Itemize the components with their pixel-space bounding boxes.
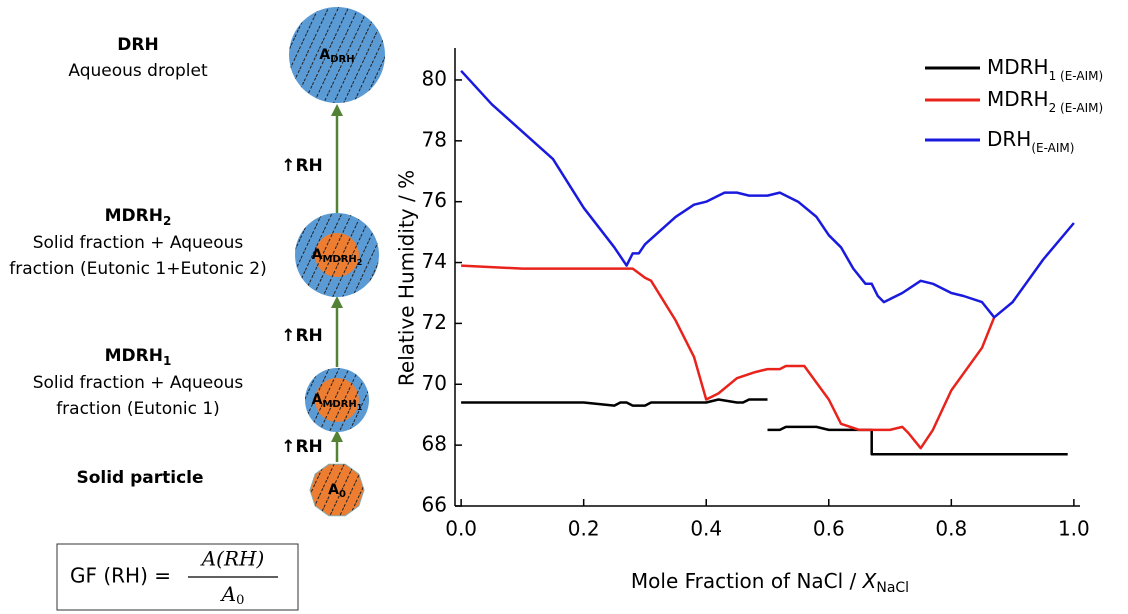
legend-label: DRH(E-AIM) [987,127,1074,155]
x-tick-label: 0.6 [813,517,845,541]
hatch [289,7,385,103]
y-tick-label: 70 [422,371,447,395]
x-tick-label: 0.8 [935,517,967,541]
hatch [305,368,369,432]
y-tick-label: 68 [422,432,447,456]
formula-numerator: A(RH) [200,547,265,571]
diagram: ADRH AMDRH2 AMDRH1 A0 DRH Aqueous drople… [9,7,385,611]
chart: Mole Fraction of NaCl / XNaCl Relative H… [395,48,1103,597]
arrow-label: ↑RH [281,156,323,176]
stage-text: fraction (Eutonic 1+Eutonic 2) [9,259,267,279]
formula-denominator: A0 [220,582,245,608]
area-label: AMDRH1 [312,392,363,412]
arrow-label: ↑RH [281,437,323,457]
x-tick-label: 0.2 [568,517,600,541]
legend-name: DRH [987,127,1031,151]
stage-text: Solid fraction + Aqueous [33,373,244,393]
legend-name: MDRH [987,87,1049,111]
area-label: AMDRH2 [312,247,363,267]
formula-box [56,543,299,611]
y-tick-label: 80 [422,66,447,90]
series-line [461,398,1068,456]
area-label: ADRH [319,47,354,65]
legend-subscript: 2 (E-AIM) [1049,101,1104,115]
legend-label: MDRH1 (E-AIM) [987,55,1103,83]
legend-subscript: 1 (E-AIM) [1049,69,1104,83]
legend-label: MDRH2 (E-AIM) [987,87,1103,115]
arrows [331,104,343,462]
stage-title: DRH [117,35,158,55]
y-tick-label: 74 [422,249,447,273]
y-tick-label: 78 [422,127,447,151]
area-label: A0 [328,482,346,500]
x-axis-label: Mole Fraction of NaCl / XNaCl [631,569,909,597]
y-tick-label: 66 [422,493,447,517]
formula-lhs: GF (RH) = [70,564,171,588]
arrow-label: ↑RH [281,326,323,346]
series-line [460,69,1075,319]
stage-text: Aqueous droplet [68,61,208,81]
legend-subscript: (E-AIM) [1031,141,1074,155]
hatch [310,464,364,516]
stage-text: Solid fraction + Aqueous [33,233,244,253]
y-tick-label: 72 [422,310,447,334]
series-line [461,264,996,450]
stage-text: fraction (Eutonic 1) [56,399,220,419]
x-tick-label: 0.0 [445,517,477,541]
x-tick-label: 1.0 [1058,517,1090,541]
stage-title: MDRH2 [105,206,172,228]
y-axis-label: Relative Humidity / % [395,170,419,386]
stage-title: MDRH1 [105,346,172,368]
hatch [295,213,379,297]
stage-title: Solid particle [76,468,203,488]
legend-name: MDRH [987,55,1049,79]
y-tick-label: 76 [422,188,447,212]
x-tick-label: 0.4 [690,517,722,541]
